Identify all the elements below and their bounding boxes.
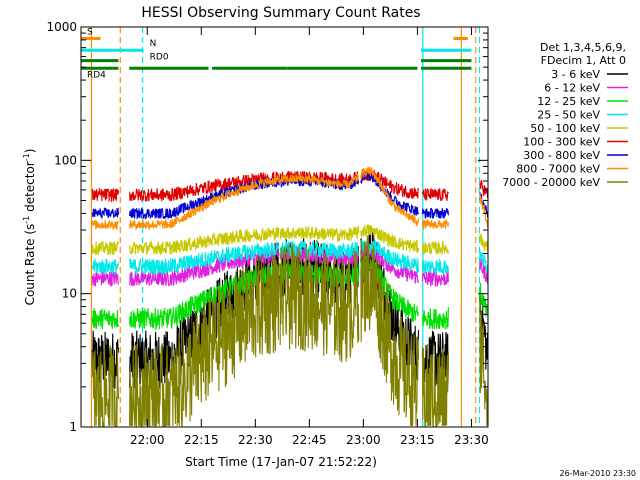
y-tick-label: 1: [69, 420, 77, 434]
x-tick-label: 22:00: [130, 433, 165, 447]
flag-label: RD0: [150, 53, 169, 63]
x-tick-label: 22:45: [292, 433, 327, 447]
legend-entry: 50 - 100 keV: [530, 122, 600, 135]
x-tick-label: 23:00: [346, 433, 381, 447]
y-tick-label: 1000: [46, 20, 77, 34]
chart-title: HESSI Observing Summary Count Rates: [141, 5, 420, 21]
x-tick-label: 22:15: [184, 433, 219, 447]
series-line: [91, 168, 488, 203]
y-axis-label: Count Rate (s-1 detector-1): [22, 149, 37, 306]
legend-entry: 7000 - 20000 keV: [502, 176, 600, 189]
legend-entry: 100 - 300 keV: [523, 136, 600, 149]
x-tick-label: 23:30: [454, 433, 489, 447]
legend-header-line-2: FDecim 1, Att 0: [541, 54, 626, 67]
x-tick-label: 23:15: [400, 433, 435, 447]
flag-label: RD4: [87, 70, 106, 80]
x-axis-label: Start Time (17-Jan-07 21:52:22): [185, 455, 377, 469]
legend-entry: 3 - 6 keV: [551, 68, 600, 81]
axes: 22:00 22:15 22:30 22:45 23:00 23:15 23:30 1 10 10…: [46, 20, 488, 447]
series-line: [91, 255, 488, 331]
plot-frame: [80, 26, 489, 428]
legend-entry: 6 - 12 keV: [544, 82, 600, 95]
generated-timestamp: 26-Mar-2010 23:30: [560, 469, 637, 478]
legend-entry: 800 - 7000 keV: [516, 163, 600, 176]
legend-entry: 25 - 50 keV: [537, 109, 600, 122]
series-line: [91, 224, 488, 256]
legend-entry: 300 - 800 keV: [523, 149, 600, 162]
flag-label: N: [150, 39, 157, 49]
x-tick-label: 22:30: [238, 433, 273, 447]
series-line: [91, 166, 488, 231]
series-line: [91, 235, 488, 427]
legend: Det 1,3,4,5,6,9, FDecim 1, Att 0 3 - 6 k…: [502, 41, 628, 189]
series-layer: [91, 166, 488, 427]
legend-entry: 12 - 25 keV: [537, 95, 600, 108]
y-tick-label: 100: [54, 153, 77, 167]
legend-header-line-1: Det 1,3,4,5,6,9,: [540, 41, 626, 54]
flag-label: S: [87, 27, 93, 37]
status-flags: S N RD0 RD4: [81, 27, 472, 80]
series-line: [91, 239, 488, 277]
y-tick-label: 10: [62, 287, 77, 301]
